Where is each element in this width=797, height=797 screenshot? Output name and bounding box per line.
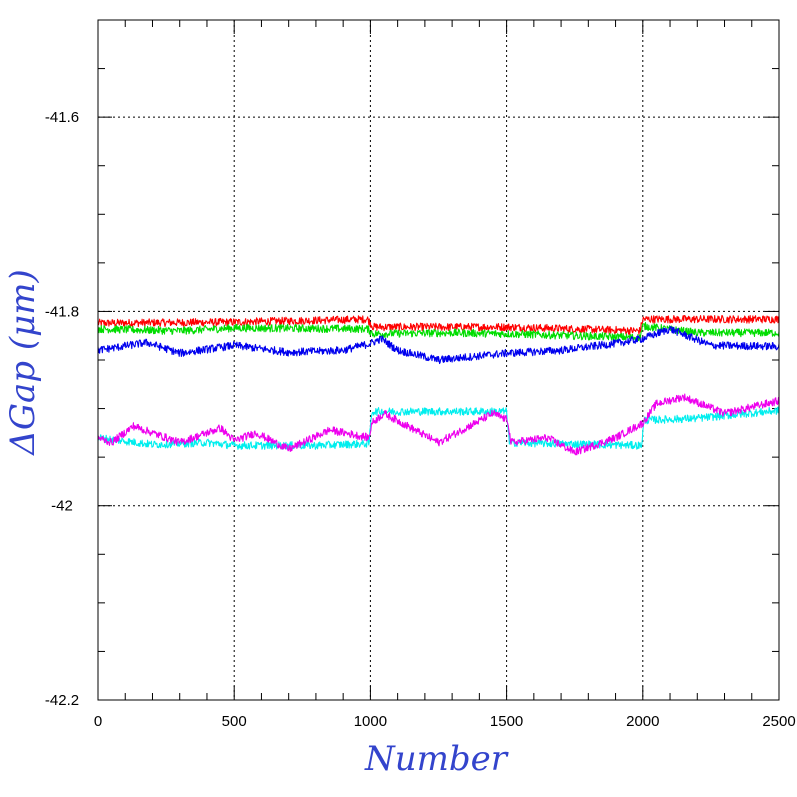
y-tick-label: -42 bbox=[51, 498, 73, 515]
y-tick-label: -41.6 bbox=[45, 109, 79, 126]
y-tick-labels: -42.2 -42 -41.8 -41.6 bbox=[45, 109, 79, 709]
x-tick-label: 2000 bbox=[626, 713, 659, 730]
x-tick-label: 2500 bbox=[762, 713, 795, 730]
y-axis-title: ΔGap (μm) bbox=[3, 269, 43, 456]
x-tick-label: 500 bbox=[222, 713, 247, 730]
x-tick-label: 1500 bbox=[490, 713, 523, 730]
x-tick-label: 1000 bbox=[354, 713, 387, 730]
series-line-3 bbox=[97, 325, 780, 365]
plot-frame bbox=[97, 19, 780, 701]
series-line-5 bbox=[97, 393, 780, 456]
grid bbox=[98, 20, 779, 700]
y-tick-label: -41.8 bbox=[45, 303, 79, 320]
series-layer bbox=[97, 315, 780, 456]
series-line-1 bbox=[97, 315, 780, 335]
y-tick-label: -42.2 bbox=[45, 692, 79, 709]
series-line-4 bbox=[97, 406, 780, 450]
x-tick-label: 0 bbox=[94, 713, 102, 730]
x-axis-title: Number bbox=[364, 739, 509, 779]
x-tick-labels: 0 500 1000 1500 2000 2500 bbox=[94, 713, 796, 730]
